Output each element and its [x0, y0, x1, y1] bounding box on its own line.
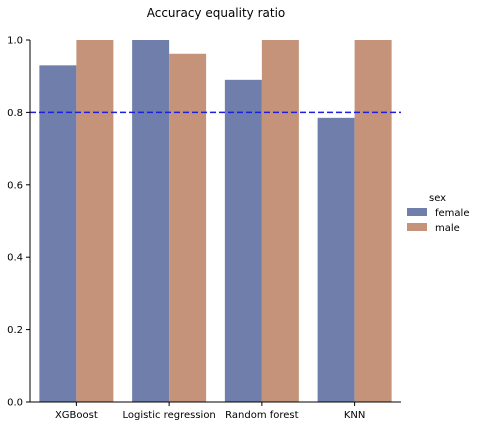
legend-label-female: female: [435, 208, 469, 219]
x-tick-label-2: Random forest: [225, 410, 298, 421]
y-tick-label-1: 0.2: [7, 325, 23, 336]
bar-female-1: [132, 40, 170, 402]
axes-layer: XGBoost Logistic regression Random forest K…: [7, 36, 401, 421]
bar-male-1: [169, 53, 207, 402]
legend-swatch-female: [407, 208, 427, 216]
bar-female-3: [317, 117, 355, 402]
bar-female-2: [224, 79, 262, 402]
y-tick-label-3: 0.6: [7, 180, 23, 191]
chart-title: Accuracy equality ratio: [147, 6, 286, 20]
bar-male-3: [354, 40, 392, 402]
y-tick-label-2: 0.4: [7, 253, 23, 264]
y-tick-label-0: 0.0: [7, 398, 23, 409]
legend-title: sex: [429, 193, 446, 204]
x-tick-label-3: KNN: [344, 410, 366, 421]
y-tick-label-5: 1.0: [7, 36, 23, 47]
legend: sex female male: [407, 193, 469, 234]
bars-layer: [30, 40, 401, 402]
bar-female-0: [39, 65, 77, 402]
legend-label-male: male: [435, 223, 460, 234]
y-tick-label-4: 0.8: [7, 108, 23, 119]
legend-swatch-male: [407, 223, 427, 231]
bar-male-2: [261, 40, 299, 402]
x-tick-label-1: Logistic regression: [122, 410, 215, 421]
bar-male-0: [76, 40, 114, 402]
x-tick-label-0: XGBoost: [55, 410, 98, 421]
